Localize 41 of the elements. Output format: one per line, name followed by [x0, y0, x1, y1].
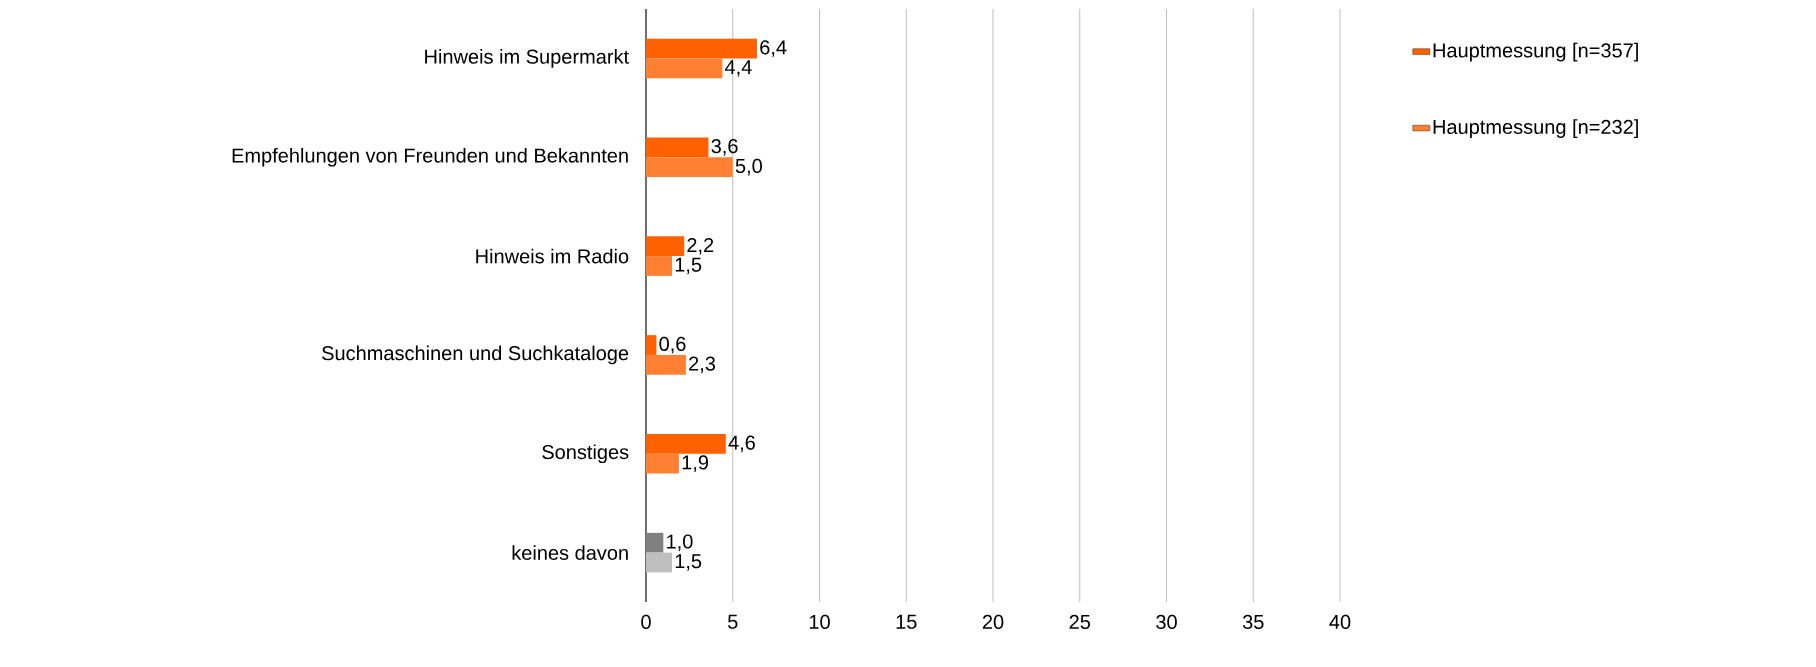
- data-label: 4,6: [728, 435, 755, 453]
- x-tick-label: 15: [896, 614, 917, 629]
- legend-label: Hauptmessung [n=232]: [1433, 119, 1638, 138]
- x-tick-label: 0: [641, 614, 651, 630]
- data-label: 5,0: [735, 158, 762, 176]
- y-tick-label: Sonstiges: [542, 444, 629, 464]
- data-label: 1,9: [682, 455, 709, 472]
- y-tick-label: Empfehlungen von Freunden und Bekannten: [232, 147, 628, 167]
- bar: [646, 354, 686, 375]
- data-label: 1,5: [675, 554, 702, 571]
- x-tick-label: 40: [1329, 614, 1351, 630]
- bar: [646, 335, 657, 355]
- data-label: 1,0: [667, 534, 693, 551]
- bar: [646, 38, 758, 59]
- x-tick-label: 5: [727, 614, 738, 629]
- data-label: 0,6: [659, 336, 686, 354]
- data-label: 2,2: [687, 237, 714, 255]
- bar: [646, 532, 664, 553]
- data-label: 6,4: [760, 40, 787, 57]
- y-tick-label: keines davon: [512, 545, 628, 560]
- bar: [646, 256, 673, 276]
- data-label: 1,5: [675, 257, 702, 275]
- y-tick-label: Hinweis im Supermarkt: [425, 49, 629, 68]
- bar: [646, 236, 685, 257]
- x-tick-label: 35: [1242, 614, 1264, 630]
- legend-label: Hauptmessung [n=357]: [1433, 42, 1638, 62]
- bar: [646, 58, 723, 79]
- x-tick-label: 30: [1156, 614, 1177, 630]
- x-tick-label: 25: [1069, 614, 1091, 630]
- data-label: 3,6: [711, 139, 738, 156]
- bar: [646, 137, 709, 158]
- bar: [646, 433, 726, 454]
- y-tick-label: Hinweis im Radio: [476, 248, 629, 264]
- bar: [646, 453, 679, 474]
- x-tick-label: 20: [982, 614, 1004, 630]
- x-tick-label: 10: [809, 614, 830, 630]
- data-label: 4,4: [725, 60, 752, 77]
- bar: [646, 552, 673, 573]
- data-label: 2,3: [689, 356, 716, 374]
- bar: [646, 157, 733, 178]
- y-tick-label: Suchmaschinen und Suchkataloge: [322, 345, 629, 365]
